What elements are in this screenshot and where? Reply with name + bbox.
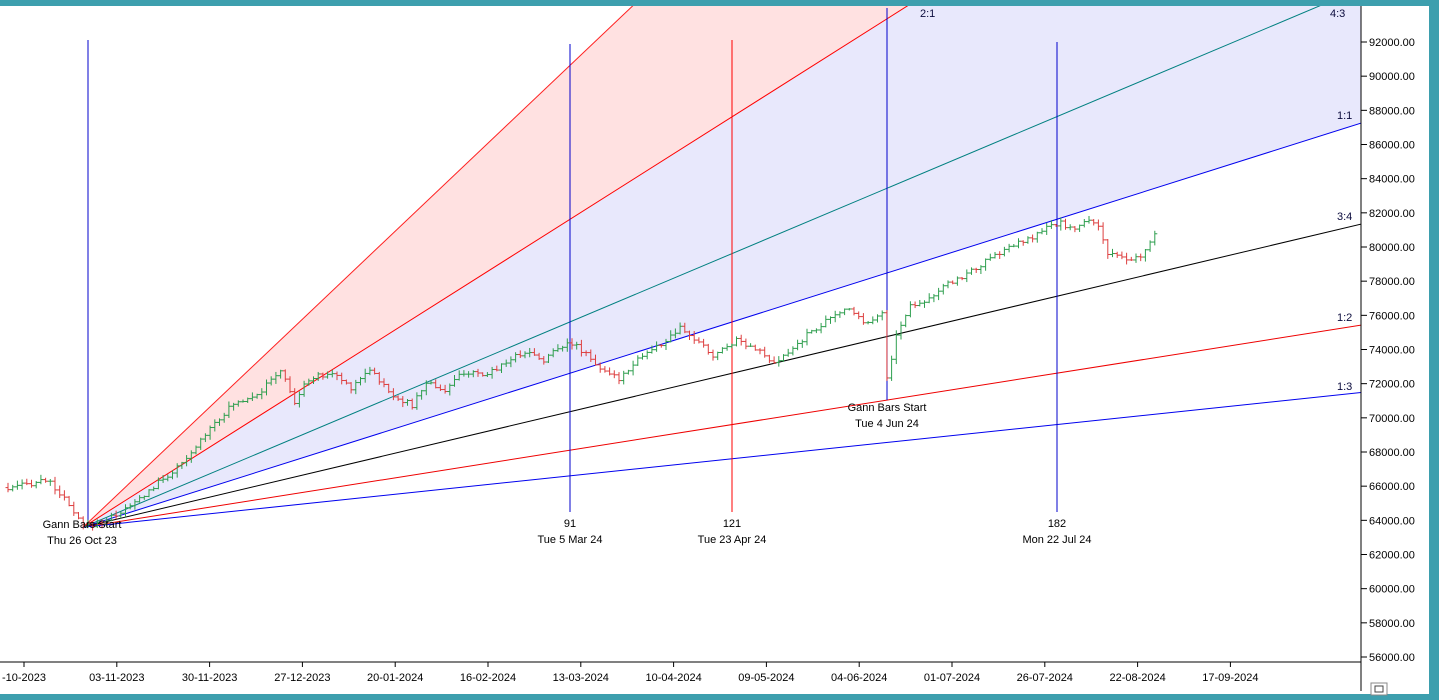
y-axis-label: 68000.00 xyxy=(1369,447,1415,459)
corner-button[interactable] xyxy=(1370,682,1388,696)
y-axis-label: 60000.00 xyxy=(1369,584,1415,596)
x-axis-label: 26-07-2024 xyxy=(1017,672,1073,684)
gann-ray-3:1[interactable] xyxy=(82,0,1439,528)
gann-fan xyxy=(82,0,1439,528)
y-axis-label: 92000.00 xyxy=(1369,37,1415,49)
vertical-line-annotation: 182 xyxy=(1048,518,1066,530)
y-axis-label: 70000.00 xyxy=(1369,413,1415,425)
y-axis-label: 88000.00 xyxy=(1369,105,1415,117)
x-axis-label: 13-03-2024 xyxy=(553,672,609,684)
gann-ray-label-1:3: 1:3 xyxy=(1337,381,1352,393)
x-axis-label: -10-2023 xyxy=(2,672,46,684)
vertical-line-annotation: 121 xyxy=(723,518,741,530)
y-axis-label: 56000.00 xyxy=(1369,652,1415,664)
y-axis-label: 78000.00 xyxy=(1369,276,1415,288)
vertical-line-annotation: Tue 4 Jun 24 xyxy=(855,418,919,430)
price-bars xyxy=(5,215,1158,531)
top-frame-edge xyxy=(0,0,1439,6)
x-axis-label: 10-04-2024 xyxy=(645,672,701,684)
y-axis-label: 64000.00 xyxy=(1369,515,1415,527)
right-scrollbar[interactable] xyxy=(1429,0,1439,700)
gann-ray-label-1:1: 1:1 xyxy=(1337,110,1352,122)
x-axis-label: 03-11-2023 xyxy=(89,672,144,684)
gann-ray-1:2[interactable] xyxy=(83,227,1439,528)
vertical-line-annotation: Gann Bars Start xyxy=(43,519,122,531)
x-axis-label: 22-08-2024 xyxy=(1109,672,1165,684)
corner-button-icon xyxy=(1374,685,1384,693)
vertical-line-annotation: Tue 5 Mar 24 xyxy=(537,534,602,546)
vertical-line-annotation: Mon 22 Jul 24 xyxy=(1022,534,1091,546)
vertical-line-annotation: 91 xyxy=(564,518,576,530)
gann-ray-label-4:3: 4:3 xyxy=(1330,8,1345,20)
vertical-line-annotation: Thu 26 Oct 23 xyxy=(47,535,117,547)
y-axis-label: 90000.00 xyxy=(1369,71,1415,83)
y-axis-label: 86000.00 xyxy=(1369,140,1415,152)
y-axis-label: 74000.00 xyxy=(1369,345,1415,357)
gann-ray-label-2:1: 2:1 xyxy=(920,8,935,20)
y-axis-label: 58000.00 xyxy=(1369,618,1415,630)
x-axis-label: 27-12-2023 xyxy=(274,672,330,684)
y-axis-label: 62000.00 xyxy=(1369,550,1415,562)
gann-ray-2:1[interactable] xyxy=(82,0,1439,528)
gann-ray-1:1[interactable] xyxy=(83,0,1439,528)
x-axis-label: 16-02-2024 xyxy=(460,672,516,684)
x-axis-label: 17-09-2024 xyxy=(1202,672,1258,684)
y-axis-label: 80000.00 xyxy=(1369,242,1415,254)
gann-ray-label-1:2: 1:2 xyxy=(1337,312,1352,324)
x-axis-label: 20-01-2024 xyxy=(367,672,423,684)
bottom-frame-edge xyxy=(0,694,1439,700)
gann-ray-3:4[interactable] xyxy=(83,77,1439,528)
y-axis-label: 66000.00 xyxy=(1369,481,1415,493)
x-axis-label: 04-06-2024 xyxy=(831,672,887,684)
x-axis-label: 01-07-2024 xyxy=(924,672,980,684)
y-axis-label: 82000.00 xyxy=(1369,208,1415,220)
y-axis-label: 84000.00 xyxy=(1369,174,1415,186)
gann-ray-1:3[interactable] xyxy=(83,327,1439,528)
gann-ray-label-3:4: 3:4 xyxy=(1337,211,1352,223)
x-axis-label: 30-11-2023 xyxy=(182,672,237,684)
vertical-line-annotation: Gann Bars Start xyxy=(848,402,927,414)
y-axis-label: 72000.00 xyxy=(1369,379,1415,391)
vertical-line-annotation: Tue 23 Apr 24 xyxy=(698,534,767,546)
y-axis-label: 76000.00 xyxy=(1369,310,1415,322)
gann-ray-4:3[interactable] xyxy=(83,0,1439,528)
x-axis-label: 09-05-2024 xyxy=(738,672,794,684)
